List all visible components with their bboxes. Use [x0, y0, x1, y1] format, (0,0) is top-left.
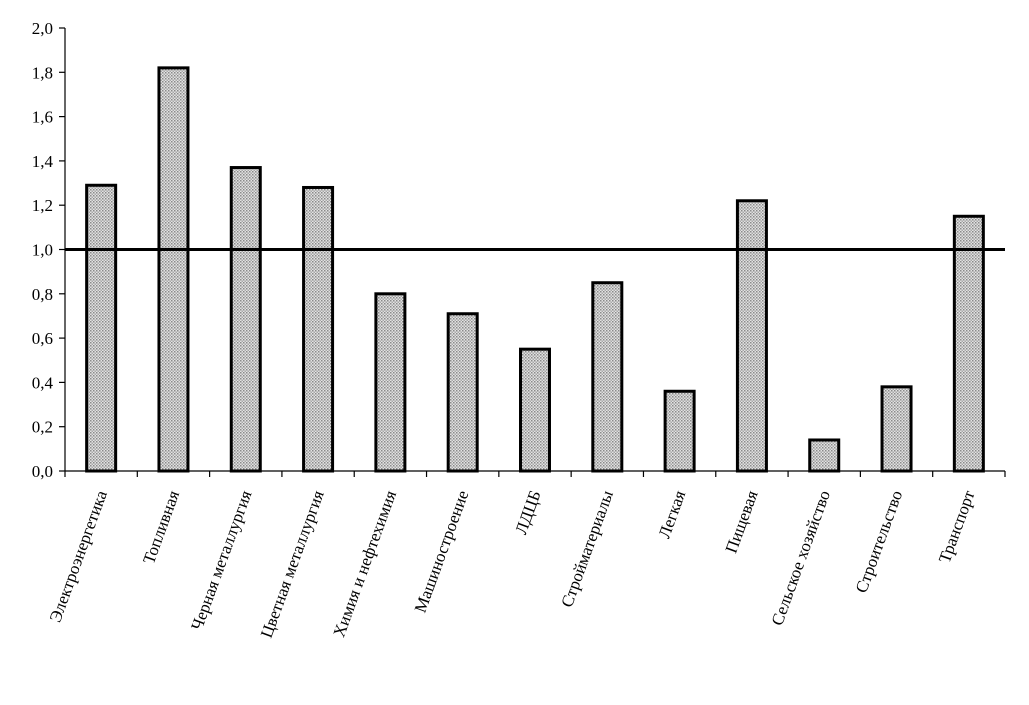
category-label: Стройматериалы [557, 487, 617, 609]
bar [519, 347, 551, 473]
bars [85, 66, 985, 473]
y-tick-label: 1,2 [32, 196, 53, 215]
category-label: Цветная металлургия [257, 488, 328, 641]
bar [229, 166, 262, 473]
bar [85, 183, 118, 473]
category-label: Машиностроение [411, 488, 473, 615]
y-tick-label: 1,6 [32, 108, 53, 127]
y-tick-label: 1,4 [32, 152, 54, 171]
category-label: Строительство [852, 488, 907, 595]
y-tick-label: 2,0 [32, 19, 53, 38]
category-label: ЛДЦБ [511, 488, 544, 537]
category-label: Легкая [655, 488, 690, 541]
y-tick-label: 0,8 [32, 285, 53, 304]
y-axis-ticks: 0,0 0,2 0,4 0,6 0,8 1,0 1,2 1,4 1,6 1,8 2,0 [32, 19, 65, 481]
bar [591, 281, 624, 473]
bar [374, 292, 407, 473]
category-label: Сельское хозяйство [768, 488, 834, 628]
category-label: Черная металлургия [187, 488, 255, 633]
bar [157, 66, 190, 473]
y-tick-label: 1,0 [32, 241, 53, 260]
category-label: Химия и нефтехимия [329, 488, 400, 640]
y-tick-label: 0,0 [32, 462, 53, 481]
bar [880, 385, 913, 473]
y-tick-label: 0,2 [32, 418, 53, 437]
category-label: Электроэнергетика [46, 487, 111, 624]
y-tick-label: 0,4 [32, 373, 54, 392]
bar [663, 389, 696, 473]
bar [302, 185, 335, 473]
bar [446, 312, 479, 473]
bar [952, 214, 985, 473]
y-tick-label: 0,6 [32, 329, 53, 348]
category-label: Транспорт [935, 487, 979, 565]
category-labels: Электроэнергетика Топливная Черная металлу… [46, 487, 979, 640]
bar [735, 199, 768, 473]
category-label: Пищевая [722, 488, 762, 556]
y-tick-label: 1,8 [32, 63, 53, 82]
x-axis-ticks [64, 471, 1006, 477]
bar [808, 438, 841, 473]
category-label: Топливная [139, 488, 183, 567]
